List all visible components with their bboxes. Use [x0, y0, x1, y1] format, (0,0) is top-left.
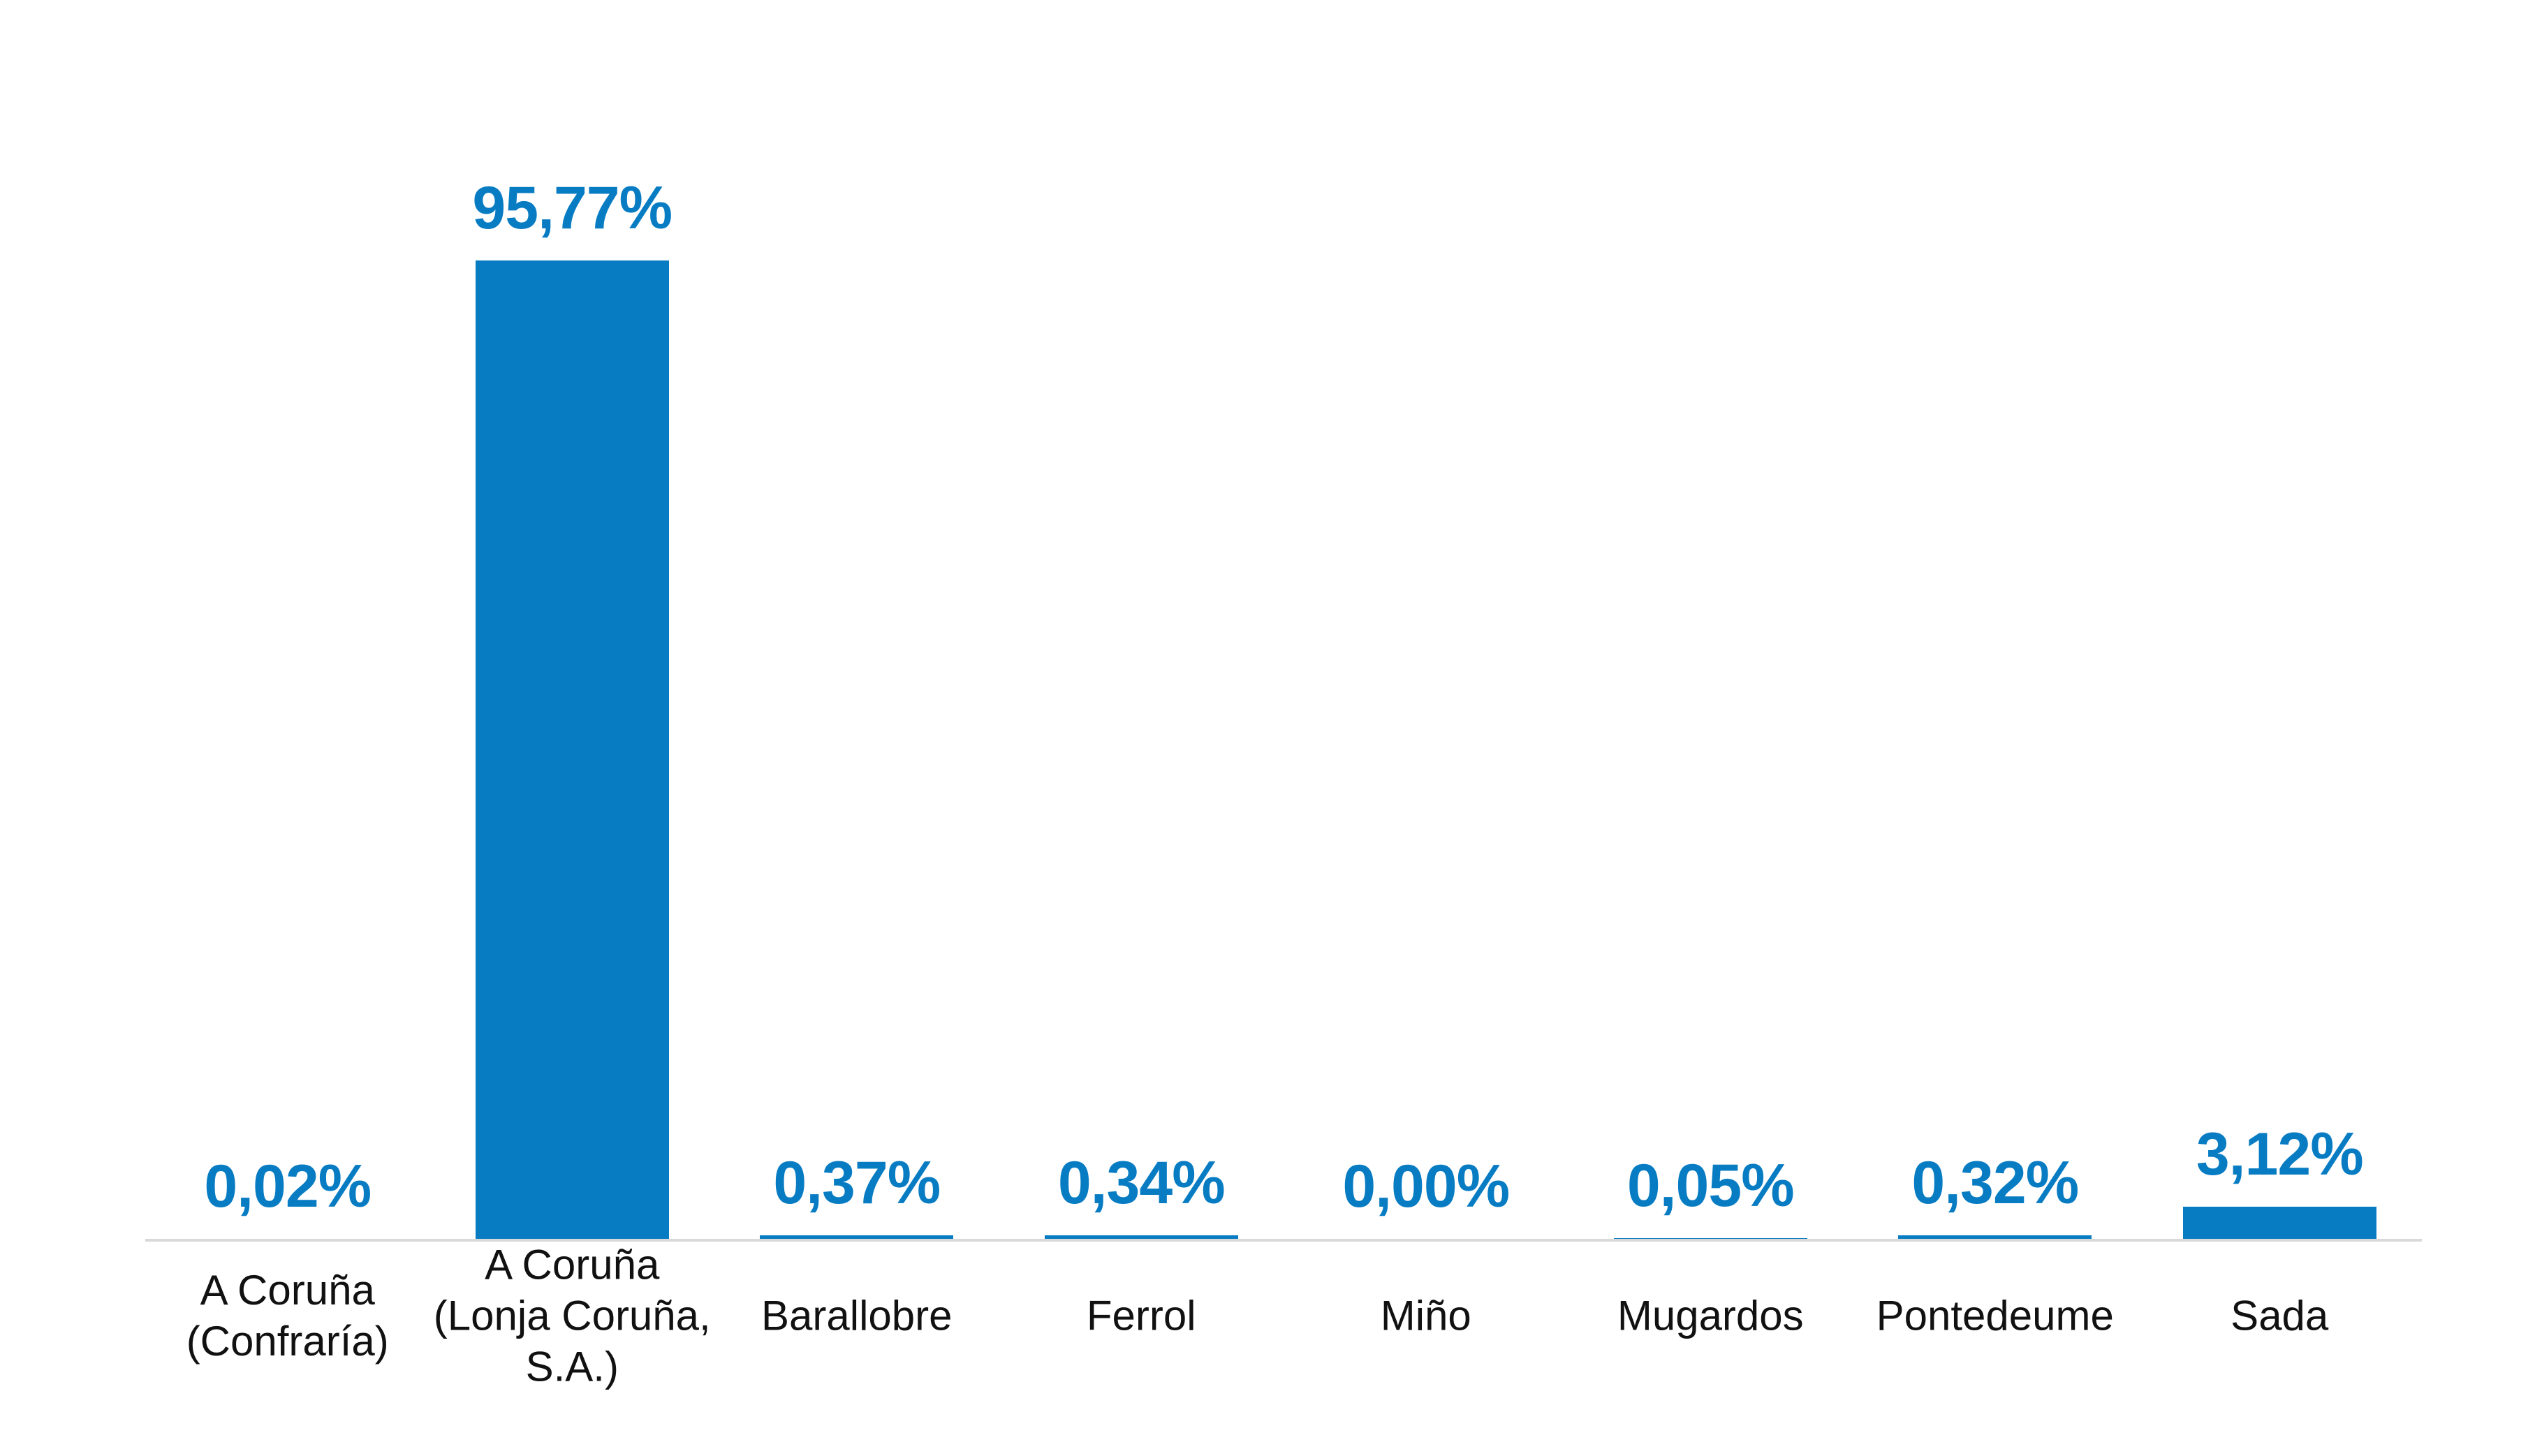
category-label: Sada [2231, 1292, 2329, 1339]
value-label: 95,77% [472, 175, 673, 242]
x-axis-line [145, 1239, 2422, 1242]
value-label: 3,12% [2196, 1121, 2364, 1188]
value-label: 0,34% [1057, 1149, 1226, 1216]
category-label: Pontedeume [1876, 1292, 2114, 1339]
category-label: Mugardos [1617, 1292, 1804, 1339]
bar [1613, 1238, 1807, 1239]
bar [475, 260, 669, 1239]
category-label: Miño [1380, 1292, 1471, 1339]
value-label: 0,00% [1342, 1153, 1510, 1220]
category-label: A Coruña (Lonja Coruña, S.A.) [433, 1241, 711, 1390]
bar [2182, 1207, 2376, 1239]
value-label: 0,37% [773, 1149, 941, 1216]
value-label: 0,02% [204, 1153, 372, 1220]
bar [1898, 1235, 2092, 1239]
category-label: Barallobre [761, 1292, 953, 1339]
value-label: 0,05% [1626, 1152, 1795, 1219]
value-label: 0,32% [1911, 1149, 2079, 1216]
category-label: Ferrol [1086, 1292, 1196, 1339]
bar [1044, 1235, 1238, 1239]
bar [760, 1235, 954, 1239]
category-label: A Coruña (Confraría) [186, 1267, 389, 1365]
